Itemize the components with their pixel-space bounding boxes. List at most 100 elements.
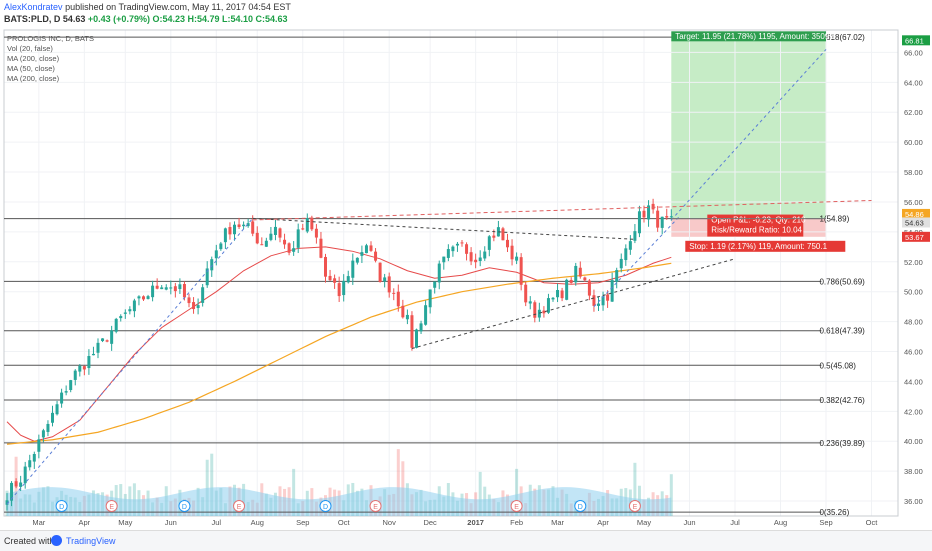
legend-entry: Vol (20, false): [7, 44, 53, 53]
y-tick-label: 66.00: [904, 48, 923, 57]
candle-body: [483, 251, 487, 259]
candle-body: [369, 245, 373, 251]
volume-bars: [5, 449, 673, 516]
trendline: [252, 217, 635, 240]
candle-body: [210, 259, 214, 271]
candle-body: [665, 216, 669, 218]
y-tick-label: 48.00: [904, 318, 923, 327]
candle-body: [405, 314, 409, 320]
event-label: D: [59, 504, 64, 511]
fib-label: 1.618(67.02): [819, 33, 865, 42]
candle-body: [255, 232, 259, 244]
target-label: Target: 11.95 (21.78%) 1195, Amount: 350…: [675, 32, 836, 41]
candle-body: [606, 294, 610, 301]
candle-body: [173, 286, 177, 292]
x-tick-label: Jul: [730, 518, 740, 527]
time-axis: Mar Apr May Jun Jul Aug Sep Oct Nov Dec 2017 Feb Mar…: [32, 518, 878, 527]
candle-body: [328, 275, 332, 281]
candle-body: [455, 243, 459, 246]
x-tick-label: Mar: [32, 518, 45, 527]
candle-body: [351, 260, 355, 278]
candle-body: [346, 276, 350, 283]
candle-body: [355, 257, 359, 263]
candle-body: [669, 216, 673, 218]
candle-body: [442, 256, 446, 263]
candle-body: [492, 235, 496, 238]
candle-body: [387, 276, 391, 293]
candle-body: [273, 226, 277, 235]
price-axis: 36.00 38.00 40.00 42.00 44.00 46.00 48.00 50.00…: [902, 35, 930, 506]
earnings-marker: [510, 500, 523, 512]
candle-body: [260, 244, 264, 246]
author-link[interactable]: AlexKondratev: [4, 2, 63, 12]
x-tick-label: 2017: [467, 518, 484, 527]
x-tick-label: Apr: [79, 518, 91, 527]
candle-body: [642, 210, 646, 218]
candle-body: [278, 228, 282, 238]
x-tick-label: Mar: [551, 518, 564, 527]
candle-body: [515, 256, 519, 261]
event-label: E: [109, 504, 114, 511]
y-tick-label: 62.00: [904, 108, 923, 117]
publish-line: AlexKondratev published on TradingView.c…: [4, 2, 291, 12]
legend-entry: PROLOGIS INC, D, BATS: [7, 34, 94, 43]
ohlc-values: O:54.23 H:54.79 L:54.10 C:54.63: [152, 14, 288, 24]
candle-body: [96, 342, 100, 353]
candle-body: [292, 248, 296, 252]
candle-body: [114, 318, 118, 332]
candle-body: [269, 233, 273, 240]
candle-body: [73, 370, 77, 380]
volume-bar: [396, 449, 400, 516]
x-tick-label: May: [118, 518, 132, 527]
candle-body: [128, 309, 132, 312]
candle-body: [233, 224, 236, 235]
candle-body: [615, 270, 619, 282]
candle-body: [651, 203, 655, 210]
candle-body: [101, 338, 105, 342]
y-tick-label: 64.00: [904, 78, 923, 87]
moving-averages: [6, 246, 672, 445]
position-labels: Target: 11.95 (21.78%) 1195, Amount: 350…: [671, 31, 846, 252]
candle-body: [392, 292, 396, 294]
candle-body: [460, 242, 464, 244]
candle-body: [428, 289, 432, 308]
price-badge-label: 54.63: [905, 218, 924, 227]
candle-body: [301, 228, 305, 230]
candle-body: [82, 366, 86, 370]
x-tick-label: Aug: [774, 518, 787, 527]
candle-body: [524, 284, 528, 303]
candle-body: [178, 284, 182, 290]
candle-body: [283, 239, 287, 245]
candle-body: [19, 482, 23, 487]
candle-body: [69, 380, 73, 390]
candle-body: [478, 257, 482, 262]
y-tick-label: 38.00: [904, 467, 923, 476]
target-zone: [671, 40, 826, 219]
trendline: [252, 199, 872, 221]
candle-body: [28, 460, 32, 468]
candle-body: [105, 340, 109, 342]
candle-body: [305, 218, 309, 232]
candle-body: [660, 216, 664, 228]
price-badge: [902, 217, 930, 228]
candle-body: [519, 257, 523, 285]
candle-body: [10, 482, 14, 501]
tradingview-link[interactable]: TradingView: [66, 536, 116, 546]
candle-body: [123, 312, 127, 314]
x-tick-label: Oct: [866, 518, 879, 527]
y-tick-label: 44.00: [904, 377, 923, 386]
candle-body: [219, 243, 223, 250]
candle-body: [201, 287, 205, 303]
candle-body: [242, 224, 246, 227]
y-tick-label: 52.00: [904, 258, 923, 267]
y-tick-label: 46.00: [904, 348, 923, 357]
symbol-label[interactable]: BATS:PLD, D: [4, 14, 61, 24]
candle-body: [597, 303, 600, 306]
trendline: [411, 258, 736, 349]
last-price: 54.63: [62, 14, 86, 24]
candle-body: [23, 466, 27, 484]
candle-body: [64, 391, 68, 393]
candle-body: [396, 291, 400, 307]
volume-bar: [478, 471, 482, 516]
